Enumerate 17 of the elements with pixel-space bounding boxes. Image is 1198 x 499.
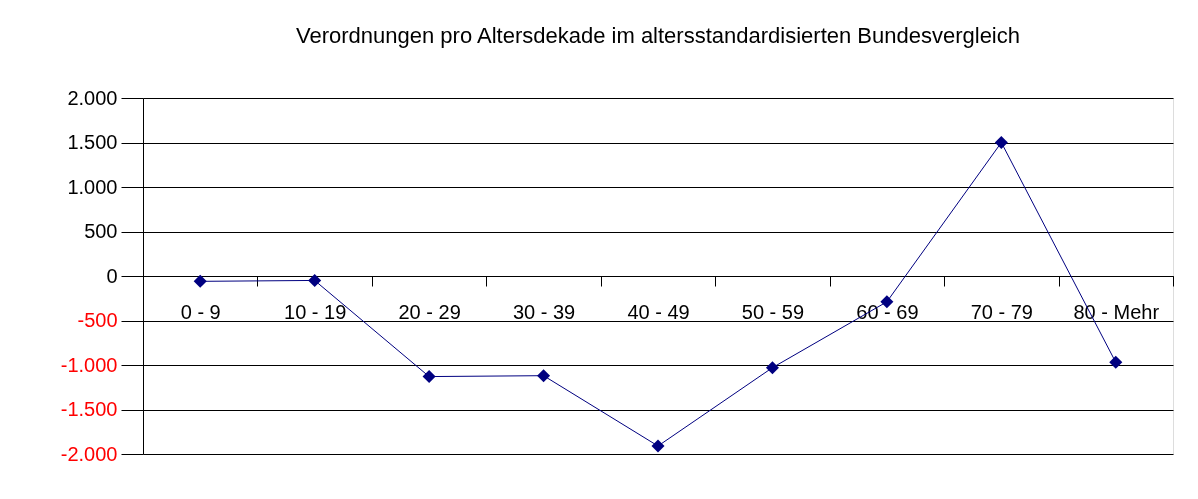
y-tick-label: -500 [77, 309, 118, 331]
y-tick-label: -2.000 [60, 442, 118, 465]
x-tick-label: 40 - 49 [627, 300, 690, 323]
y-tick-label: 0 [106, 264, 118, 287]
x-tick-label: 10 - 19 [284, 300, 347, 323]
x-tick-label: 20 - 29 [398, 300, 461, 323]
x-tick-label: 30 - 39 [512, 300, 576, 323]
x-tick-label: 50 - 59 [741, 300, 805, 323]
y-tick-label: 1.500 [67, 131, 118, 153]
y-tick-label: 1.000 [67, 175, 118, 198]
y-tick-label: 2.000 [67, 86, 118, 109]
y-tick-label: -1.000 [60, 353, 118, 376]
chart-title: Verordnungen pro Altersdekade im altersstandardisierten Bundesvergleich [296, 23, 1020, 48]
x-tick-label: 0 - 9 [180, 300, 221, 323]
y-tick-label: -1.500 [60, 398, 118, 420]
x-tick-label: 70 - 79 [970, 300, 1033, 323]
y-tick-label: 500 [84, 220, 118, 242]
